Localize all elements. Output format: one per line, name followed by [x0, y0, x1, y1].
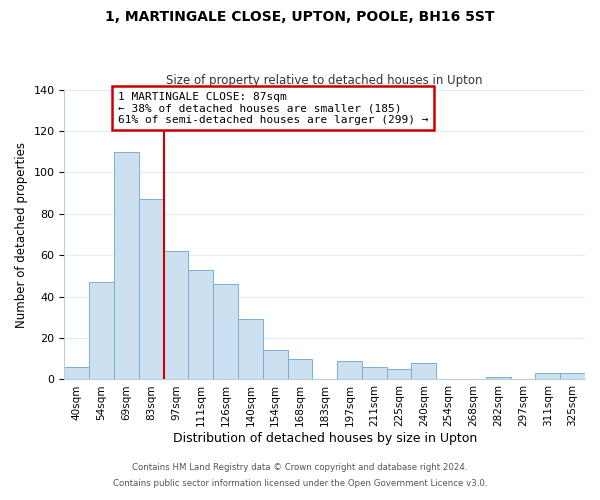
Bar: [164, 251, 188, 380]
Text: Contains public sector information licensed under the Open Government Licence v3: Contains public sector information licen…: [113, 478, 487, 488]
Bar: [412, 363, 436, 380]
Text: 1 MARTINGALE CLOSE: 87sqm
← 38% of detached houses are smaller (185)
61% of semi: 1 MARTINGALE CLOSE: 87sqm ← 38% of detac…: [118, 92, 428, 125]
Bar: [362, 367, 386, 380]
Bar: [560, 373, 585, 380]
Bar: [89, 282, 114, 380]
Bar: [535, 373, 560, 380]
Title: Size of property relative to detached houses in Upton: Size of property relative to detached ho…: [166, 74, 483, 87]
Bar: [213, 284, 238, 380]
Bar: [287, 359, 313, 380]
Text: 1, MARTINGALE CLOSE, UPTON, POOLE, BH16 5ST: 1, MARTINGALE CLOSE, UPTON, POOLE, BH16 …: [105, 10, 495, 24]
Bar: [263, 350, 287, 380]
Bar: [139, 200, 164, 380]
Bar: [64, 367, 89, 380]
Bar: [114, 152, 139, 380]
Bar: [486, 378, 511, 380]
Bar: [238, 320, 263, 380]
Text: Contains HM Land Registry data © Crown copyright and database right 2024.: Contains HM Land Registry data © Crown c…: [132, 464, 468, 472]
Bar: [188, 270, 213, 380]
X-axis label: Distribution of detached houses by size in Upton: Distribution of detached houses by size …: [173, 432, 477, 445]
Y-axis label: Number of detached properties: Number of detached properties: [15, 142, 28, 328]
Bar: [337, 361, 362, 380]
Bar: [386, 369, 412, 380]
